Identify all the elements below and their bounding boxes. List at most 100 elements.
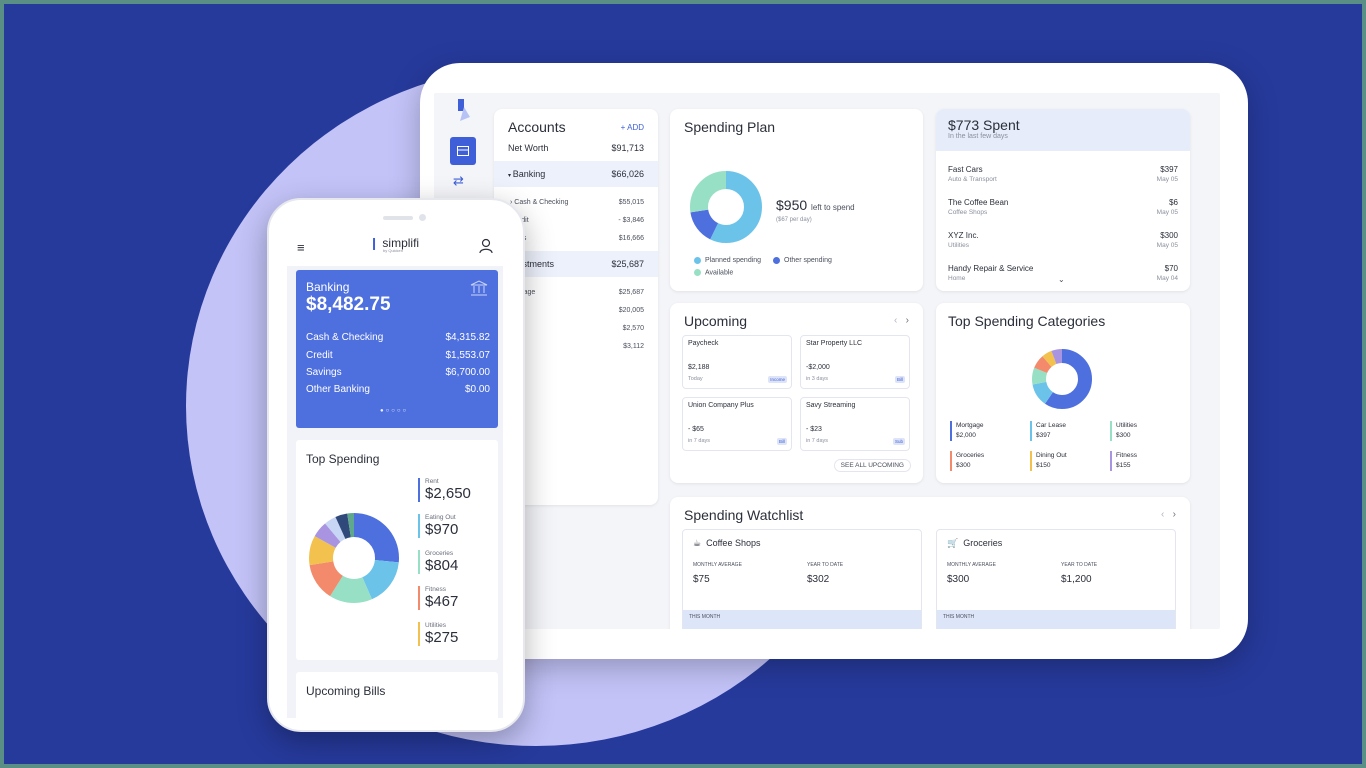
- bill-amount: -$2,000: [806, 364, 830, 371]
- category-value: $397: [1036, 432, 1051, 439]
- transaction-category: Utilities: [948, 241, 969, 249]
- bill-due: Today: [688, 376, 703, 382]
- banking-summary-card[interactable]: Banking $8,482.75 Cash & Checking $4,315.…: [296, 270, 498, 428]
- top-spending-label: Groceries: [425, 550, 454, 557]
- category-label: Dining Out: [1036, 452, 1067, 459]
- spending-plan-card[interactable]: Spending Plan $950 left to spend ($67 pe…: [670, 109, 923, 291]
- category-item[interactable]: Car Lease $397: [1030, 421, 1066, 441]
- chevron-right-icon[interactable]: ›: [905, 315, 909, 326]
- upcoming-bills-card[interactable]: Upcoming Bills: [296, 672, 498, 718]
- category-item[interactable]: Dining Out $150: [1030, 451, 1067, 471]
- banking-label: Banking: [512, 169, 546, 179]
- top-spending-label: Utilities: [425, 622, 446, 629]
- upcoming-bills-title: Upcoming Bills: [306, 684, 386, 698]
- banking-row-label: Savings: [306, 367, 342, 378]
- transaction-name: Handy Repair & Service: [948, 263, 1034, 273]
- see-all-upcoming-button[interactable]: SEE ALL UPCOMING: [833, 459, 911, 472]
- account-row[interactable]: $20,005: [494, 301, 658, 319]
- transaction-category: Coffee Shops: [948, 208, 988, 216]
- transaction-date: May 04: [1156, 274, 1178, 282]
- bill-tag: Income: [768, 376, 787, 383]
- top-categories-card[interactable]: Top Spending Categories Mortgage $2,000 C…: [936, 303, 1190, 483]
- top-spending-item[interactable]: Fitness $467: [418, 586, 458, 610]
- category-label: Utilities: [1116, 422, 1137, 429]
- account-row[interactable]: › Cash & Checking $55,015: [510, 198, 644, 206]
- legend-dot: [694, 257, 701, 264]
- watchlist-title: Spending Watchlist: [684, 507, 804, 523]
- transaction-name: XYZ Inc.: [948, 230, 979, 240]
- monthly-average-value: $300: [947, 574, 970, 585]
- watch-item-name: Coffee Shops: [706, 538, 761, 548]
- account-row[interactable]: $2,570: [494, 319, 658, 337]
- category-item[interactable]: Groceries $300: [950, 451, 984, 471]
- banking-row: Credit $1,553.07: [306, 350, 490, 361]
- bill-due: in 7 days: [688, 438, 711, 444]
- category-label: Fitness: [1116, 452, 1137, 459]
- banking-row-label: Credit: [306, 350, 333, 361]
- bank-icon: [470, 280, 488, 296]
- banking-row[interactable]: ▾ Banking $66,026: [494, 161, 658, 187]
- bill-card[interactable]: Paycheck $2,188 Today Income: [682, 335, 792, 389]
- banking-row: Cash & Checking $4,315.82: [306, 332, 490, 343]
- transaction-row[interactable]: The Coffee Bean Coffee Shops $6 May 05: [936, 190, 1190, 223]
- dashboard-nav-icon[interactable]: [450, 137, 476, 165]
- legend-dot: [773, 257, 781, 264]
- plan-legend: Planned spending Other spending Availabl…: [694, 257, 832, 277]
- year-to-date-value: $302: [807, 574, 830, 585]
- top-spending-card[interactable]: Top Spending Rent $2,650 Eating Out $970 G…: [296, 440, 498, 660]
- spent-subtitle: In the last few days: [948, 133, 1008, 140]
- per-day-text: ($67 per day): [776, 217, 812, 223]
- top-spending-item[interactable]: Eating Out $970: [418, 514, 458, 538]
- net-worth-label: Net Worth: [508, 143, 549, 153]
- top-categories-title: Top Spending Categories: [948, 313, 1106, 329]
- upcoming-pager: ‹ ›: [894, 315, 909, 326]
- legend-label: Available: [705, 269, 734, 277]
- category-item[interactable]: Fitness $155: [1110, 451, 1137, 471]
- menu-icon[interactable]: ≡: [297, 240, 305, 255]
- category-item[interactable]: Utilities $300: [1110, 421, 1137, 441]
- bill-card[interactable]: Savy Streaming - $23 in 7 days Sub: [800, 397, 910, 451]
- user-icon[interactable]: [479, 238, 493, 254]
- account-value: $16,666: [618, 234, 644, 242]
- phone-camera: [419, 214, 426, 221]
- account-label: Cash & Checking: [514, 198, 569, 206]
- account-value: $3,112: [623, 342, 644, 350]
- top-spending-item[interactable]: Groceries $804: [418, 550, 458, 574]
- top-spending-item[interactable]: Rent $2,650: [418, 478, 471, 502]
- account-row[interactable]: $3,112: [494, 337, 658, 355]
- category-value: $2,000: [956, 432, 976, 439]
- top-spending-value: $467: [425, 593, 459, 610]
- transactions-nav-icon[interactable]: ⇄: [453, 173, 464, 188]
- upcoming-title: Upcoming: [684, 313, 748, 329]
- carousel-dots[interactable]: ●○○○○: [380, 408, 409, 414]
- transaction-row[interactable]: Fast Cars Auto & Transport $397 May 05: [936, 157, 1190, 190]
- net-worth-row[interactable]: Net Worth $91,713: [494, 135, 658, 161]
- transaction-row[interactable]: XYZ Inc. Utilities $300 May 05: [936, 223, 1190, 256]
- chevron-down-icon[interactable]: ⌄: [1058, 275, 1065, 284]
- banking-row-value: $0.00: [464, 384, 490, 395]
- bill-card[interactable]: Star Property LLC -$2,000 in 3 days Bill: [800, 335, 910, 389]
- watch-item-card[interactable]: ☕ Coffee Shops Monthly Average $75 Year …: [682, 529, 922, 629]
- top-spending-item[interactable]: Utilities $275: [418, 622, 458, 646]
- monthly-average-value: $75: [693, 574, 710, 585]
- brand-subtitle: by Quicken: [383, 248, 404, 253]
- transaction-row[interactable]: Handy Repair & Service Home $70 May 04: [936, 256, 1190, 289]
- watch-item-card[interactable]: 🛒 Groceries Monthly Average $300 Year to…: [936, 529, 1176, 629]
- spent-card[interactable]: $773 Spent In the last few days Fast Car…: [936, 109, 1190, 291]
- bill-card[interactable]: Union Company Plus - $65 in 7 days Bill: [682, 397, 792, 451]
- chevron-left-icon[interactable]: ‹: [1160, 509, 1165, 520]
- bill-tag: Bill: [894, 376, 905, 383]
- left-to-spend-suffix: left to spend: [811, 203, 855, 212]
- bill-name: Star Property LLC: [806, 340, 863, 347]
- chevron-right-icon[interactable]: ›: [1172, 509, 1176, 520]
- chevron-left-icon[interactable]: ‹: [893, 315, 898, 326]
- categories-donut: [1032, 349, 1092, 409]
- top-spending-label: Rent: [425, 478, 439, 485]
- add-account-button[interactable]: + ADD: [620, 122, 644, 132]
- monthly-average-label: Monthly Average: [947, 562, 996, 568]
- bill-amount: $2,188: [688, 364, 710, 371]
- category-item[interactable]: Mortgage $2,000: [950, 421, 983, 441]
- left-to-spend-amount: $950: [776, 197, 808, 213]
- app-logo-icon: ❙: [369, 236, 380, 250]
- accounts-title: Accounts: [508, 119, 566, 135]
